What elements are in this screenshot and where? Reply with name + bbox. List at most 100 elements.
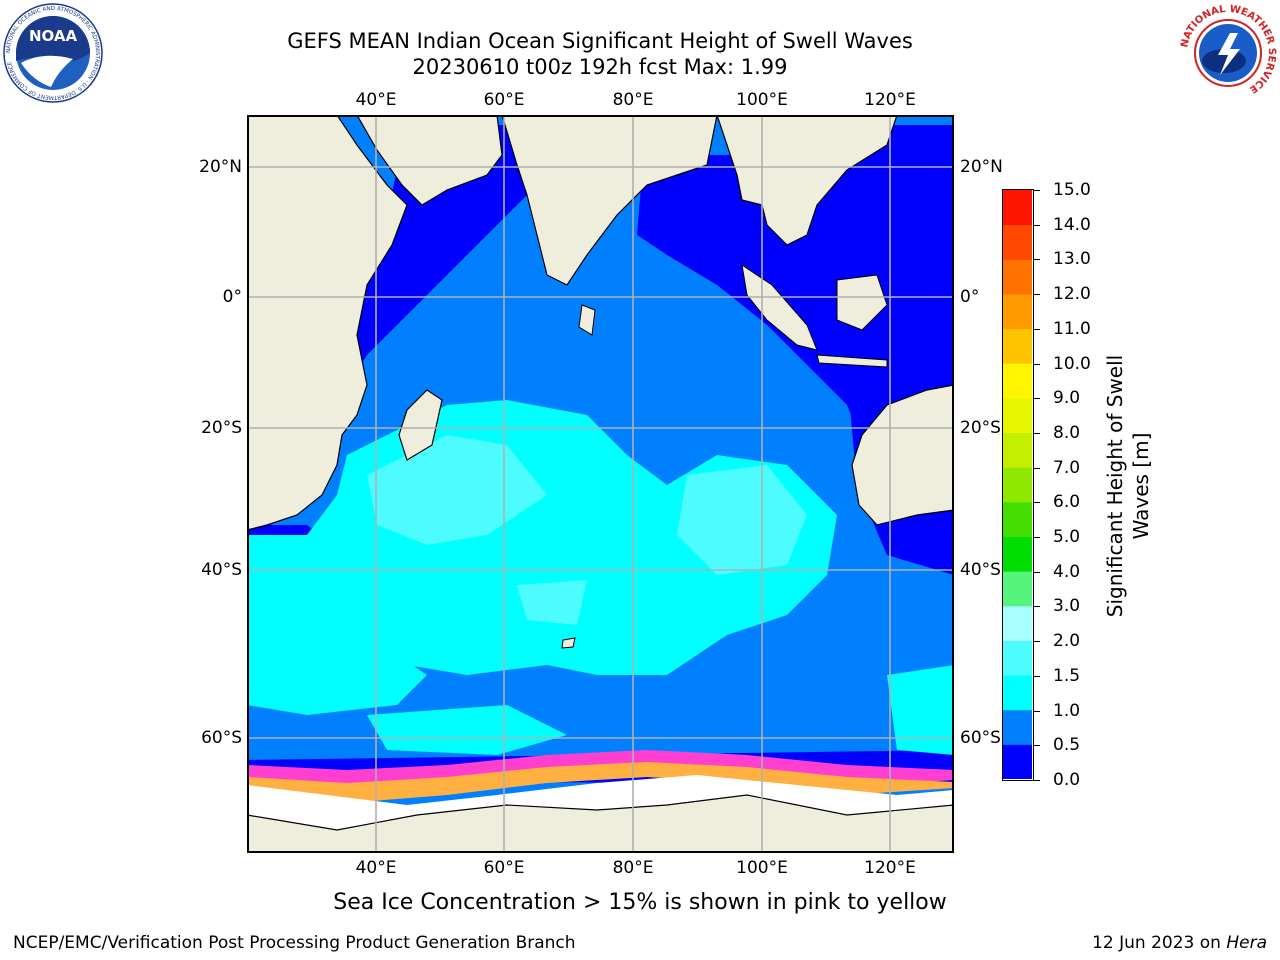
colorbar-tick — [1034, 259, 1040, 261]
colorbar-tick — [1034, 328, 1040, 330]
colorbar-tick — [1034, 606, 1040, 608]
colorbar-tick — [1034, 780, 1040, 781]
colorbar-swatch — [1003, 467, 1032, 503]
colorbar-label: 4.0 — [1053, 561, 1081, 582]
colorbar-swatch — [1003, 363, 1032, 399]
swell-zone-lower — [367, 705, 567, 755]
colorbar-swatch — [1003, 397, 1032, 434]
colorbar-label: 9.0 — [1053, 388, 1081, 409]
lat-tick-right: 0° — [960, 287, 980, 307]
colorbar-tick — [1034, 502, 1040, 504]
map-frame — [247, 115, 954, 853]
map-panel — [247, 115, 954, 853]
colorbar-tick — [1034, 745, 1040, 747]
colorbar-tick — [1034, 710, 1040, 712]
colorbar-swatch — [1003, 259, 1032, 295]
colorbar-swatch — [1003, 432, 1032, 468]
nws-logo: NATIONAL WEATHER SERVICE — [1178, 3, 1278, 103]
footer-host: Hera — [1226, 933, 1267, 953]
lon-tick-top: 120°E — [864, 90, 916, 110]
colorbar-tick — [1034, 363, 1040, 365]
colorbar-tick — [1034, 294, 1040, 296]
noaa-logo-text: NOAA — [29, 27, 78, 45]
swell-zone-southwest — [247, 615, 427, 715]
colorbar-swatch — [1003, 293, 1032, 330]
swell-zone-southeast — [887, 665, 954, 755]
colorbar-tick — [1034, 571, 1040, 573]
sea-ice-caption: Sea Ice Concentration > 15% is shown in … — [333, 890, 947, 915]
colorbar — [1002, 189, 1034, 781]
colorbar-label: 0.0 — [1053, 770, 1081, 790]
map-subtitle: 20230610 t00z 192h fcst Max: 1.99 — [412, 55, 788, 79]
footer-date-text: 12 Jun 2023 on — [1092, 933, 1227, 953]
lat-tick-right: 40°S — [960, 560, 1001, 580]
colorbar-swatch — [1003, 536, 1032, 572]
land-australia — [851, 384, 954, 526]
lat-tick-left: 60°S — [201, 728, 242, 748]
colorbar-title-line2: Waves [m] — [1129, 432, 1153, 540]
colorbar-tick — [1034, 467, 1040, 469]
colorbar-label: 8.0 — [1053, 422, 1081, 443]
colorbar-tick — [1034, 675, 1040, 677]
lon-tick-top: 40°E — [355, 90, 397, 110]
colorbar-label: 5.0 — [1053, 527, 1081, 548]
map-svg — [247, 115, 954, 853]
lat-tick-left: 20°S — [201, 418, 242, 438]
colorbar-swatch — [1003, 328, 1032, 364]
colorbar-title: Significant Height of Swell Waves [m] — [1102, 336, 1154, 636]
colorbar-label: 0.5 — [1053, 735, 1081, 756]
colorbar-label: 1.0 — [1053, 700, 1081, 721]
colorbar-label: 11.0 — [1053, 318, 1091, 339]
colorbar-label: 13.0 — [1053, 249, 1091, 270]
colorbar-tick — [1034, 641, 1040, 643]
colorbar-label: 2.0 — [1053, 631, 1081, 652]
lon-tick-bottom: 80°E — [612, 858, 654, 878]
colorbar-label: 7.0 — [1053, 457, 1081, 478]
lon-tick-bottom: 100°E — [736, 858, 788, 878]
colorbar-swatch — [1003, 571, 1032, 607]
noaa-logo: NOAA NATIONAL OCEANIC AND ATMOSPHERIC AD… — [3, 3, 103, 103]
lon-tick-bottom: 60°E — [483, 858, 525, 878]
colorbar-tick — [1034, 398, 1040, 400]
colorbar-swatch — [1003, 190, 1032, 226]
colorbar-swatch — [1003, 640, 1032, 676]
colorbar-title-line1: Significant Height of Swell — [1103, 354, 1127, 618]
colorbar-tick — [1034, 224, 1040, 226]
lon-tick-top: 100°E — [736, 90, 788, 110]
land-africa — [247, 115, 408, 531]
colorbar-swatch — [1003, 744, 1032, 779]
land-borneo — [836, 274, 888, 331]
colorbar-tick — [1034, 537, 1040, 539]
colorbar-label: 12.0 — [1053, 284, 1091, 305]
lat-tick-left: 40°S — [201, 560, 242, 580]
land-arabia — [356, 115, 503, 206]
map-title: GEFS MEAN Indian Ocean Significant Heigh… — [287, 29, 913, 53]
lon-tick-bottom: 120°E — [864, 858, 916, 878]
sea-ice-margin — [247, 762, 954, 803]
lat-tick-right: 20°S — [960, 418, 1001, 438]
colorbar-label: 6.0 — [1053, 492, 1081, 513]
land-madagascar — [398, 389, 443, 461]
colorbar-tick — [1034, 432, 1040, 434]
colorbar-label: 3.0 — [1053, 596, 1081, 617]
lat-tick-left: 20°N — [199, 157, 242, 177]
land-sumatra — [741, 263, 818, 351]
colorbar-swatches — [1003, 190, 1032, 779]
land-kerguelen — [561, 637, 576, 649]
footer-date: 12 Jun 2023 on Hera — [1092, 933, 1267, 953]
colorbar-swatch — [1003, 709, 1032, 745]
land-sri-lanka — [578, 304, 596, 336]
footer-credit: NCEP/EMC/Verification Post Processing Pr… — [13, 933, 576, 953]
colorbar-label: 14.0 — [1053, 214, 1091, 235]
lon-tick-bottom: 40°E — [355, 858, 397, 878]
lat-tick-right: 60°S — [960, 728, 1001, 748]
land-java — [816, 354, 888, 368]
gridlines — [247, 115, 954, 853]
colorbar-swatch — [1003, 675, 1032, 711]
colorbar-label: 15.0 — [1053, 180, 1091, 200]
colorbar-label: 10.0 — [1053, 353, 1091, 374]
swell-zone-peak-west — [367, 435, 547, 545]
lat-tick-left: 0° — [222, 287, 242, 307]
colorbar-tick — [1034, 190, 1040, 191]
colorbar-label: 1.5 — [1053, 665, 1081, 686]
